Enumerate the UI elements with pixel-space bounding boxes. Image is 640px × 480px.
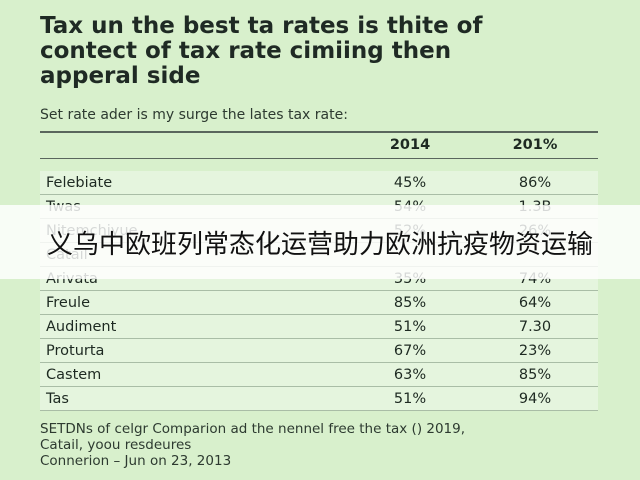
cell-value: 85% — [393, 295, 427, 311]
cell-value: 94% — [518, 391, 552, 407]
cell-value: 86% — [518, 175, 552, 191]
cell-value: 64% — [518, 295, 552, 311]
row-label: Castem — [46, 367, 102, 383]
caption-banner: 义乌中欧班列常态化运营助力欧洲抗疫物资运输 — [0, 205, 640, 279]
title-line: contect of tax rate cimiing then — [40, 38, 452, 64]
footer: SETDNs of celgr Comparion ad the nennel … — [40, 421, 465, 469]
row-label: Freule — [46, 295, 90, 311]
table-row: Tas 51% 94% — [40, 387, 598, 411]
cell-value: 45% — [393, 175, 427, 191]
header-cell: 2014 — [389, 137, 431, 153]
row-label: Felebiate — [46, 175, 113, 191]
header-cell: 201% — [512, 137, 558, 153]
cell-value: 23% — [518, 343, 552, 359]
title-line: apperal side — [40, 63, 201, 89]
footer-line: Catail, yoou resdeures — [40, 437, 192, 453]
footer-line: Connerion – Jun on 23, 2013 — [40, 453, 232, 469]
subtitle: Set rate ader is my surge the lates tax … — [40, 107, 348, 123]
table-row: Felebiate 45% 86% — [40, 171, 598, 195]
title: Tax un the best ta rates is thite of cont… — [40, 14, 620, 89]
table-row: Proturta 67% 23% — [40, 339, 598, 363]
title-line: Tax un the best ta rates is thite of — [40, 13, 483, 39]
table-row: Audiment 51% 7.30 — [40, 315, 598, 339]
cell-value: 51% — [393, 319, 427, 335]
header-row: 2014 201% — [40, 133, 598, 159]
cell-value: 7.30 — [518, 319, 552, 335]
footer-line: SETDNs of celgr Comparion ad the nennel … — [40, 421, 466, 437]
cell-value: 85% — [518, 367, 552, 383]
cell-value: 63% — [393, 367, 427, 383]
row-label: Tas — [46, 391, 69, 407]
table-row: Castem 63% 85% — [40, 363, 598, 387]
row-label: Proturta — [46, 343, 105, 359]
cell-value: 67% — [393, 343, 427, 359]
cell-value: 51% — [393, 391, 427, 407]
table-row: Freule 85% 64% — [40, 291, 598, 315]
row-label: Audiment — [46, 319, 117, 335]
